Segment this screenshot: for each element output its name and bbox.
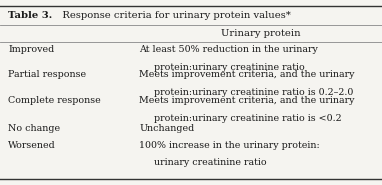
Text: Partial response: Partial response [8, 70, 87, 79]
Text: Meets improvement criteria, and the urinary: Meets improvement criteria, and the urin… [139, 70, 355, 79]
Text: Unchanged: Unchanged [139, 124, 195, 133]
Text: Complete response: Complete response [8, 96, 101, 105]
Text: urinary creatinine ratio: urinary creatinine ratio [139, 158, 267, 167]
Text: protein:urinary creatinine ratio is 0.2–2.0: protein:urinary creatinine ratio is 0.2–… [139, 88, 354, 97]
Text: Improved: Improved [8, 45, 55, 54]
Text: At least 50% reduction in the urinary: At least 50% reduction in the urinary [139, 45, 318, 54]
Text: 100% increase in the urinary protein:: 100% increase in the urinary protein: [139, 141, 320, 150]
Text: Response criteria for urinary protein values*: Response criteria for urinary protein va… [53, 11, 291, 20]
Text: Worsened: Worsened [8, 141, 56, 150]
Text: protein:urinary creatinine ratio is <0.2: protein:urinary creatinine ratio is <0.2 [139, 114, 342, 123]
Text: No change: No change [8, 124, 60, 133]
Text: Urinary protein: Urinary protein [221, 29, 300, 38]
Text: Meets improvement criteria, and the urinary: Meets improvement criteria, and the urin… [139, 96, 355, 105]
Text: protein:urinary creatinine ratio: protein:urinary creatinine ratio [139, 63, 305, 72]
Text: Table 3.: Table 3. [8, 11, 53, 20]
